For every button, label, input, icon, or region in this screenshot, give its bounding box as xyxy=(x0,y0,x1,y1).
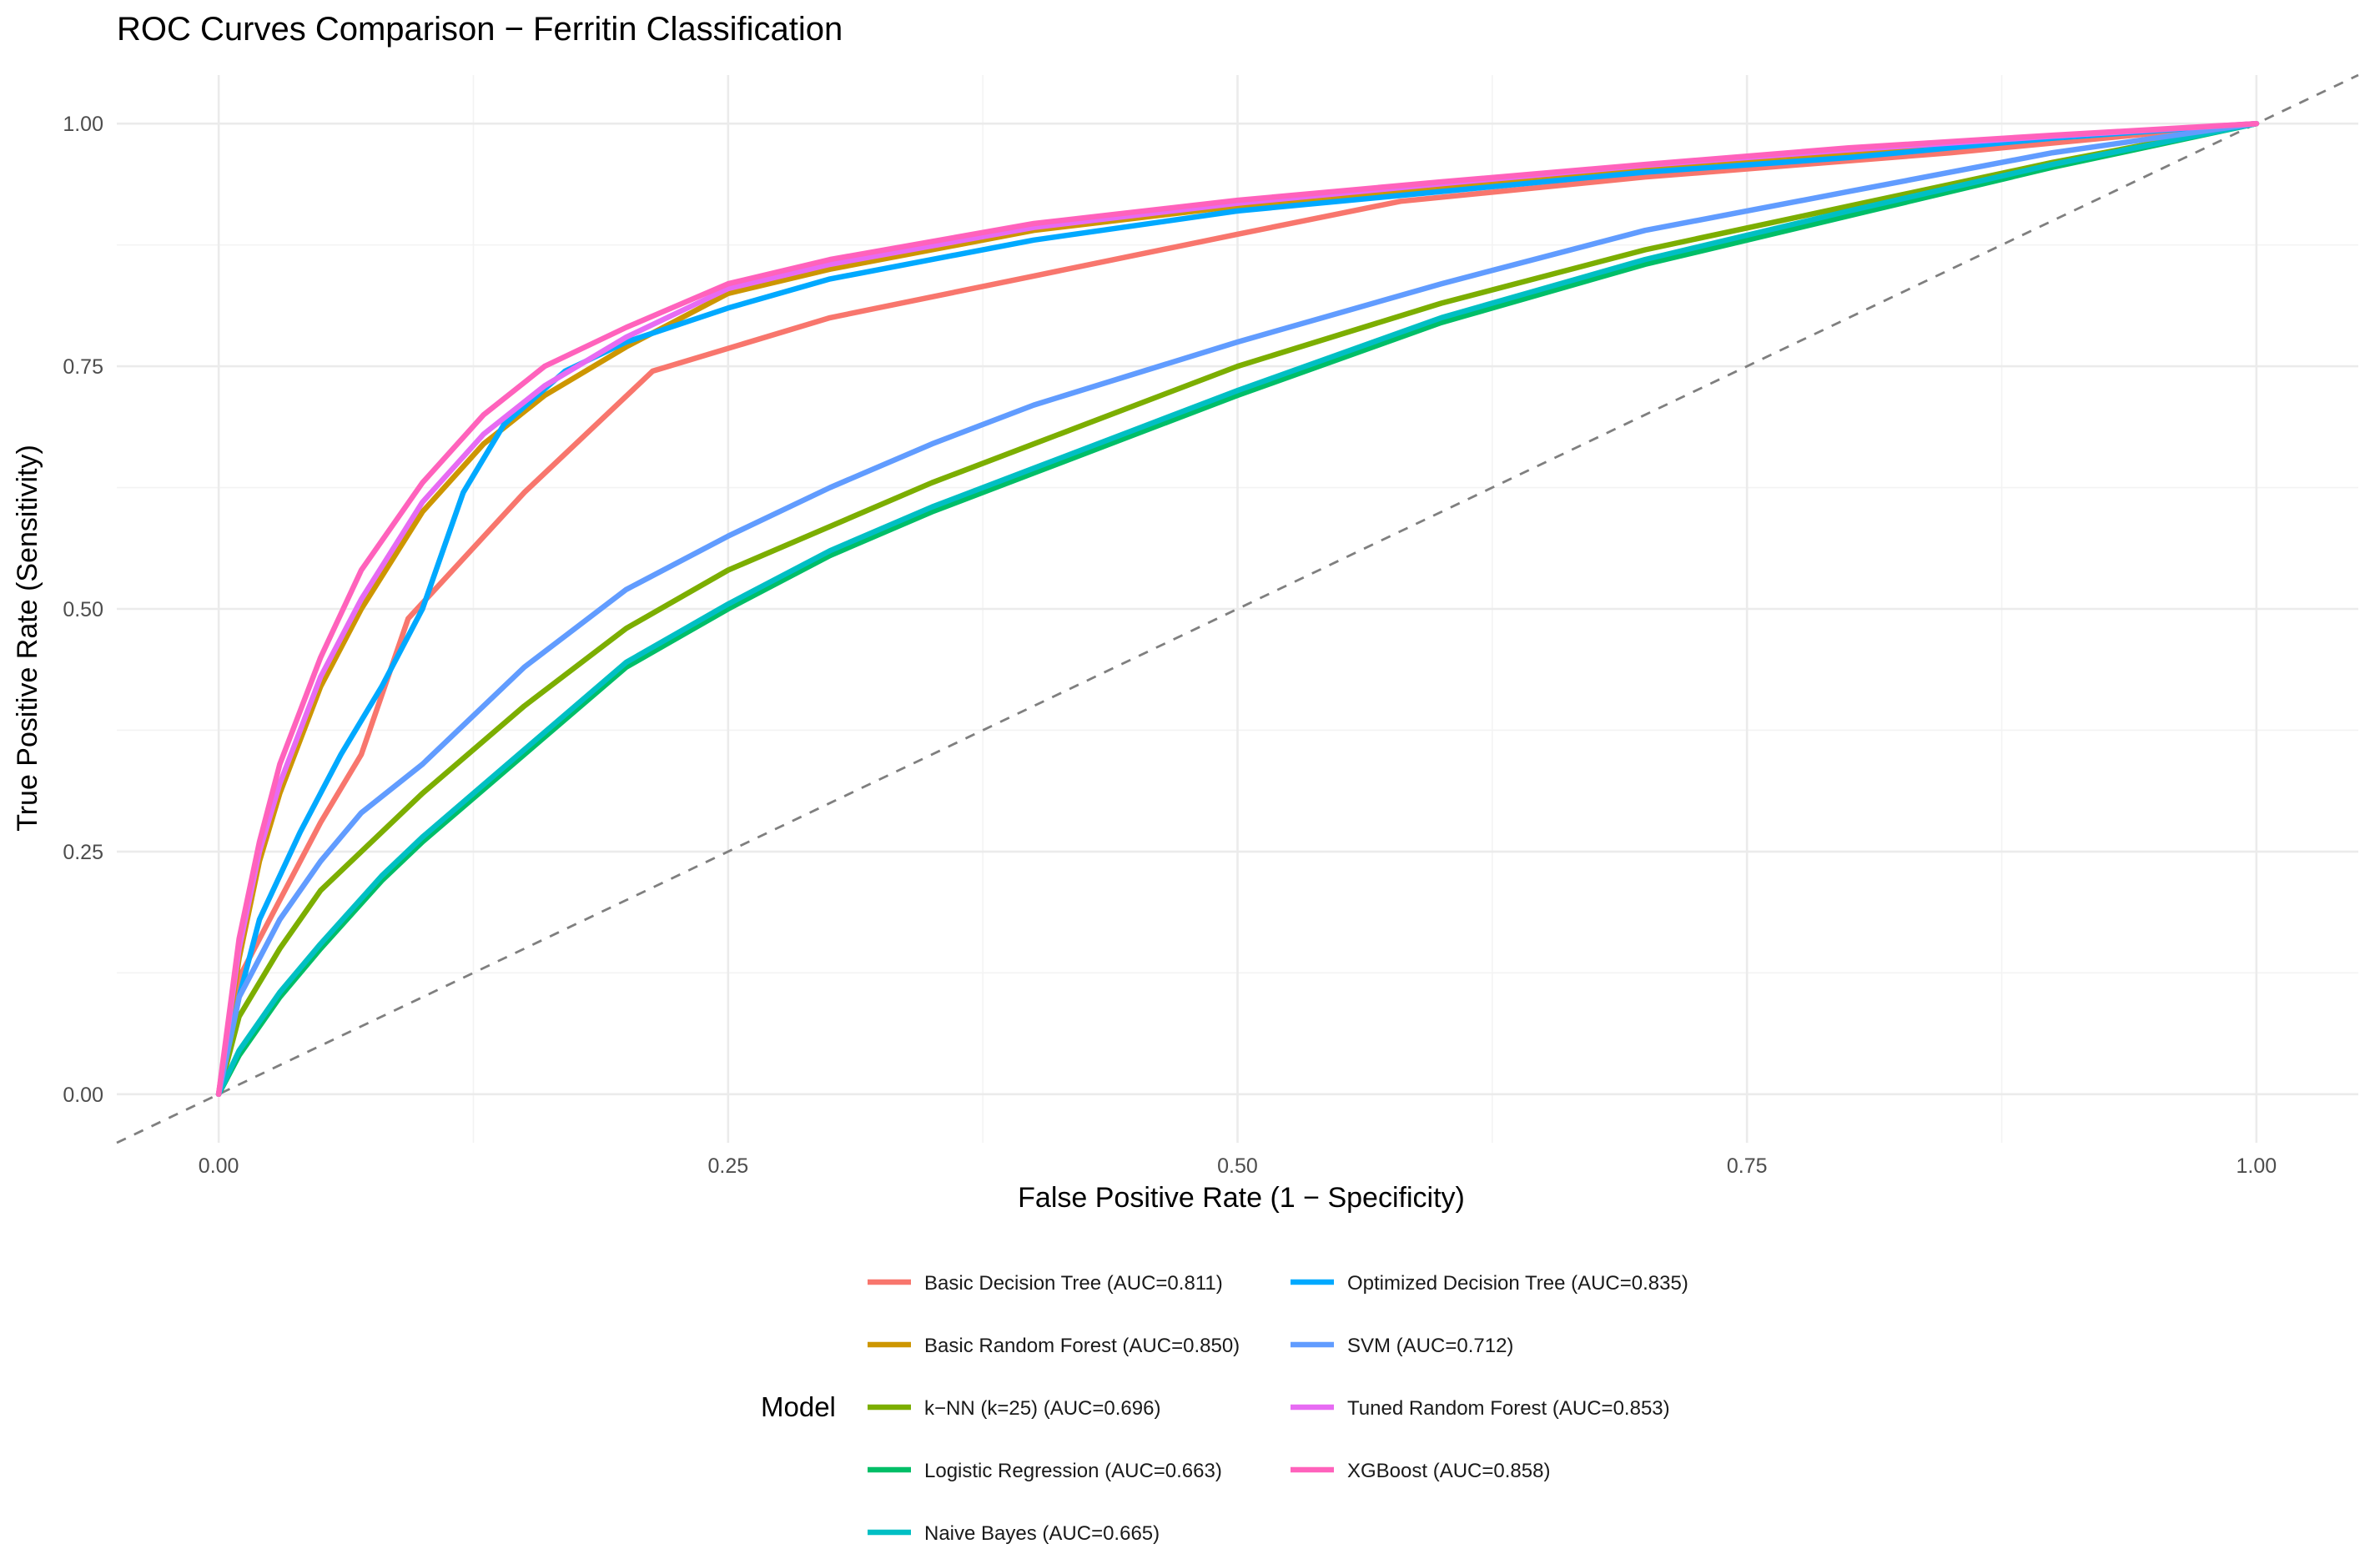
legend-item: SVM (AUC=0.712) xyxy=(1291,1335,1513,1357)
legend-item: Tuned Random Forest (AUC=0.853) xyxy=(1291,1397,1670,1420)
legend-label: Logistic Regression (AUC=0.663) xyxy=(924,1460,1222,1482)
roc-curve-1 xyxy=(215,120,2260,1098)
legend-item: k−NN (k=25) (AUC=0.696) xyxy=(868,1397,1160,1420)
y-tick-label: 0.50 xyxy=(63,598,103,621)
legend-item: Optimized Decision Tree (AUC=0.835) xyxy=(1291,1272,1688,1295)
legend-label: SVM (AUC=0.712) xyxy=(1347,1335,1513,1357)
legend-item: Basic Decision Tree (AUC=0.811) xyxy=(868,1272,1223,1295)
legend-item: Basic Random Forest (AUC=0.850) xyxy=(868,1335,1240,1357)
legend-items: Basic Decision Tree (AUC=0.811) Basic Ran… xyxy=(868,1272,1688,1545)
legend-label: Naive Bayes (AUC=0.665) xyxy=(924,1522,1160,1545)
legend-item: Logistic Regression (AUC=0.663) xyxy=(868,1460,1222,1482)
roc-curve-9 xyxy=(215,120,2260,1098)
x-axis-title: False Positive Rate (1 − Specificity) xyxy=(1018,1182,1465,1214)
legend-label: Basic Random Forest (AUC=0.850) xyxy=(924,1335,1240,1357)
roc-curve-3 xyxy=(215,120,2260,1098)
x-tick-label: 0.25 xyxy=(707,1154,748,1178)
y-tick-label: 0.75 xyxy=(63,355,103,379)
legend-label: Optimized Decision Tree (AUC=0.835) xyxy=(1347,1272,1688,1295)
y-axis-title: True Positive Rate (Sensitivity) xyxy=(12,445,43,832)
axis-ticks: 0.00 0.25 0.50 0.75 1.00 0.00 0.25 0.50 0.75 1.00 xyxy=(63,113,2277,1178)
x-tick-label: 0.00 xyxy=(199,1154,239,1178)
legend-title: Model xyxy=(761,1391,836,1422)
roc-curve-4 xyxy=(215,120,2260,1098)
chart-title: ROC Curves Comparison − Ferritin Classif… xyxy=(117,11,843,48)
series-lines xyxy=(215,120,2260,1098)
x-tick-label: 1.00 xyxy=(2237,1154,2277,1178)
y-tick-label: 1.00 xyxy=(63,113,103,136)
roc-curve-5 xyxy=(215,120,2260,1098)
legend-label: XGBoost (AUC=0.858) xyxy=(1347,1460,1550,1482)
legend-item: Naive Bayes (AUC=0.665) xyxy=(868,1522,1160,1545)
legend-label: k−NN (k=25) (AUC=0.696) xyxy=(924,1397,1160,1420)
legend-label: Tuned Random Forest (AUC=0.853) xyxy=(1347,1397,1670,1420)
y-tick-label: 0.00 xyxy=(63,1084,103,1107)
x-tick-label: 0.50 xyxy=(1217,1154,1258,1178)
x-tick-label: 0.75 xyxy=(1727,1154,1768,1178)
y-tick-label: 0.25 xyxy=(63,841,103,864)
legend: Model Basic Decision Tree (AUC=0.811)Bas… xyxy=(761,1272,1688,1545)
roc-curve-7 xyxy=(215,120,2260,1098)
legend-label: Basic Decision Tree (AUC=0.811) xyxy=(924,1272,1223,1295)
legend-item: XGBoost (AUC=0.858) xyxy=(1291,1460,1550,1482)
